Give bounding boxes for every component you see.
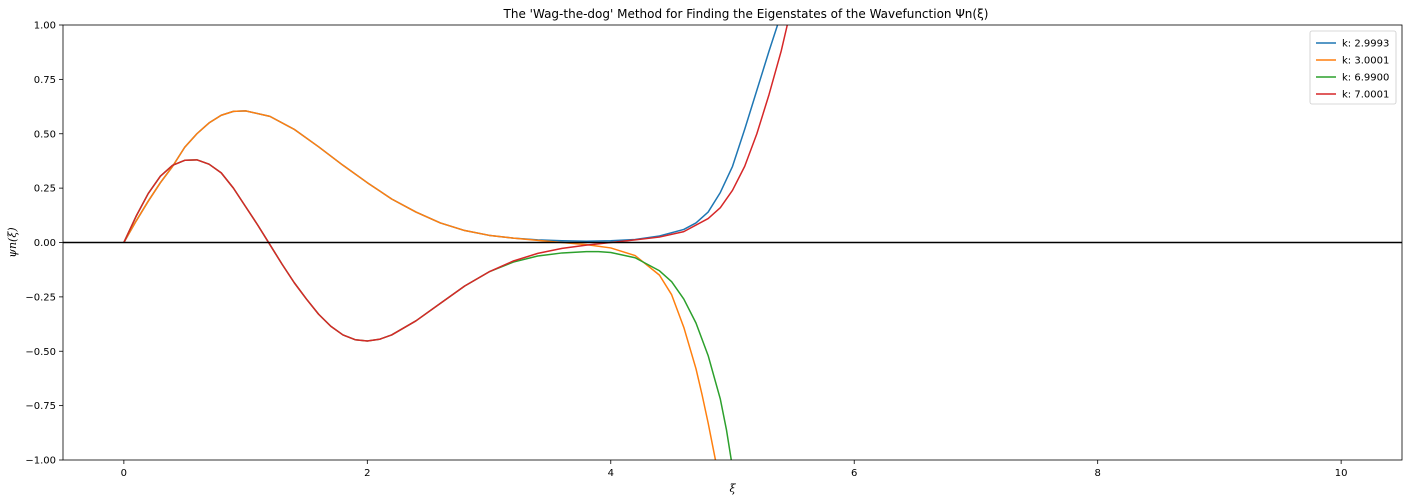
legend-label-4: k: 7.0001 (1342, 90, 1389, 101)
x-tick-label: 2 (364, 468, 370, 479)
legend-label-1: k: 2.9993 (1342, 39, 1389, 50)
legend: k: 2.9993 k: 3.0001 k: 6.9900 k: 7.0001 (1309, 30, 1397, 105)
axes: 0 2 4 6 8 10 1.00 0.75 0.50 0.25 0.00 −0.25 −0.50 −0.… (25, 21, 1403, 479)
series-line-2 (123, 110, 717, 460)
x-tick-label: 6 (851, 468, 857, 479)
legend-label-3: k: 6.9900 (1342, 73, 1389, 84)
y-tick-label: 0.25 (34, 184, 56, 195)
chart-title: The 'Wag-the-dog' Method for Finding the… (503, 7, 989, 21)
y-tick-label: 0.50 (34, 129, 56, 140)
plot-area (63, 25, 1402, 460)
y-axis-label: ψn(ξ) (6, 227, 19, 257)
legend-box (1309, 30, 1397, 105)
legend-label-2: k: 3.0001 (1342, 56, 1389, 67)
y-tick-label: 0.00 (34, 238, 56, 249)
x-tick-label: 0 (121, 468, 127, 479)
series-line-4 (123, 25, 789, 342)
y-tick-label: 1.00 (34, 21, 56, 32)
x-tick-label: 10 (1335, 468, 1348, 479)
x-axis-label: ξ (729, 482, 736, 495)
y-tick-label: −0.75 (25, 401, 56, 412)
y-tick-label: −0.50 (25, 347, 56, 358)
series-group (123, 25, 789, 460)
x-tick-label: 8 (1094, 468, 1100, 479)
y-tick-label: −0.25 (25, 292, 56, 303)
y-tick-label: −1.00 (25, 456, 56, 467)
y-tick-label: 0.75 (34, 75, 56, 86)
x-tick-label: 4 (608, 468, 614, 479)
